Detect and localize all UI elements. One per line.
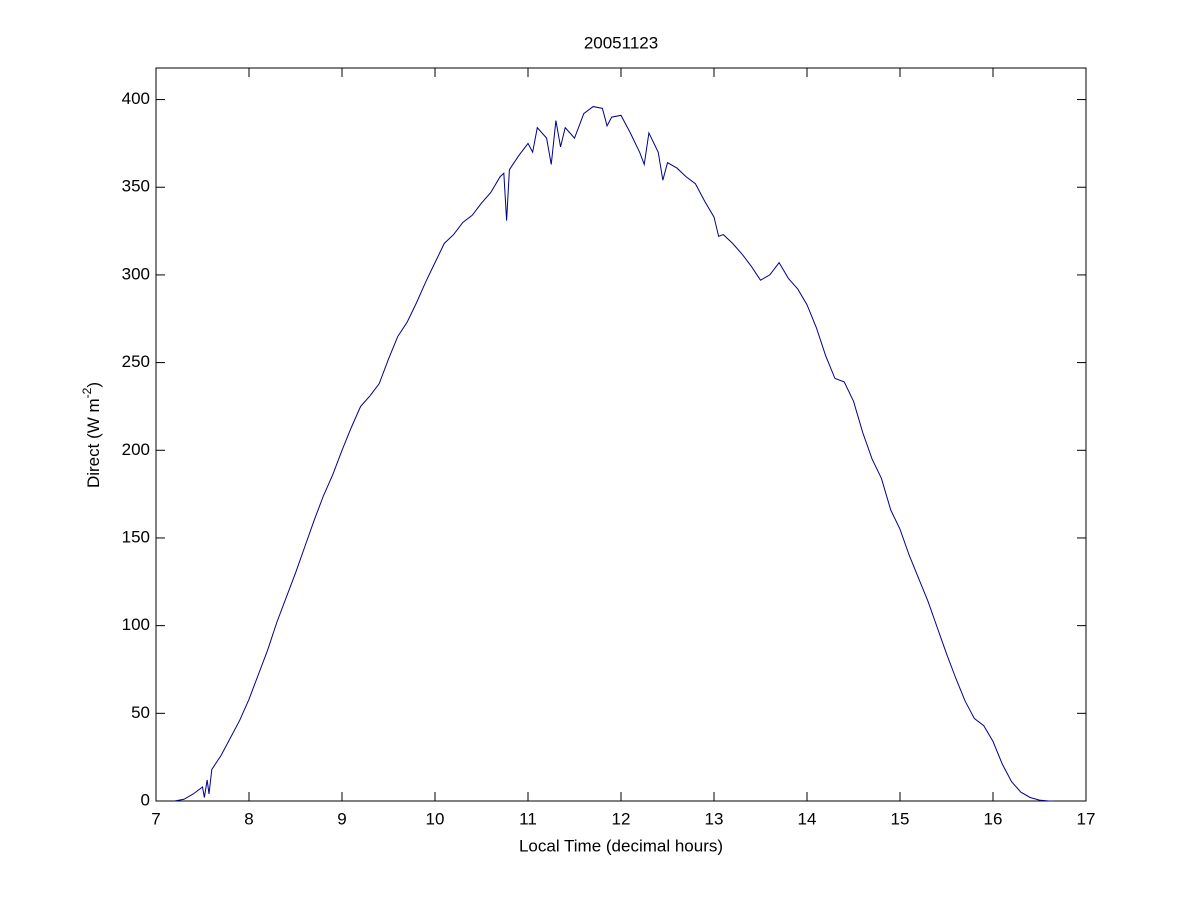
x-axis-label: Local Time (decimal hours) <box>519 836 723 855</box>
y-tick-label: 400 <box>122 89 150 108</box>
x-tick-label: 16 <box>984 809 1003 828</box>
data-line <box>174 106 1054 802</box>
y-axis-label: Direct (W m-2) <box>80 382 103 488</box>
x-tick-label: 15 <box>891 809 910 828</box>
y-axis-label-close: ) <box>84 382 103 388</box>
x-tick-label: 12 <box>612 809 631 828</box>
x-tick-label: 7 <box>151 809 160 828</box>
x-tick-label: 11 <box>519 809 537 828</box>
y-tick-label: 100 <box>122 615 150 634</box>
y-axis-label-base: Direct (W m <box>84 398 103 488</box>
y-tick-label: 50 <box>131 703 150 722</box>
plot-frame <box>155 67 1087 802</box>
y-tick-label: 250 <box>122 352 150 371</box>
x-tick-label: 13 <box>705 809 724 828</box>
y-tick-label: 350 <box>122 177 150 196</box>
y-tick-label: 200 <box>122 440 150 459</box>
x-tick-label: 17 <box>1077 809 1096 828</box>
y-tick-label: 300 <box>122 264 150 283</box>
x-tick-label: 10 <box>426 809 445 828</box>
y-axis-label-superscript: -2 <box>80 387 94 398</box>
x-tick-label: 8 <box>244 809 253 828</box>
y-tick-label: 150 <box>122 527 150 546</box>
y-tick-label: 0 <box>141 790 150 809</box>
x-tick-label: 9 <box>337 809 346 828</box>
chart-title: 20051123 <box>584 33 658 52</box>
x-tick-label: 14 <box>798 809 817 828</box>
